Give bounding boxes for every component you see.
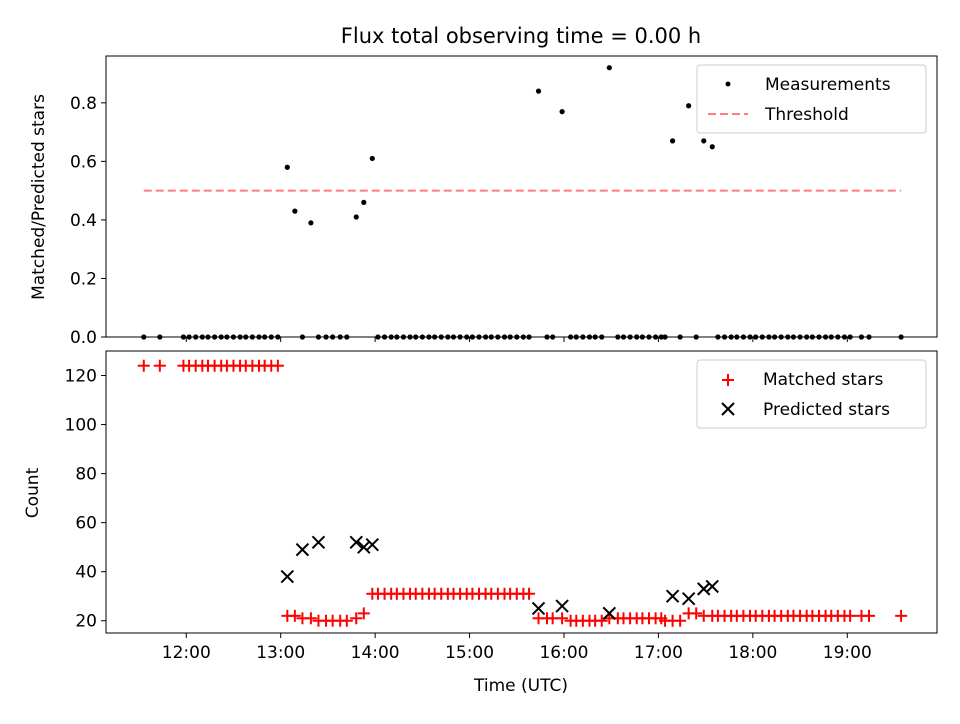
top-title: Flux total observing time = 0.00 h bbox=[341, 24, 701, 48]
y-tick-label: 0.4 bbox=[70, 211, 97, 231]
bottom-x-ticks: 12:00 13:00 14:00 15:00 16:00 17:00 18:00 19:00 bbox=[162, 633, 872, 663]
matched-star-point bbox=[271, 359, 284, 372]
predicted-star-point bbox=[531, 601, 546, 616]
measurement-point bbox=[701, 138, 707, 144]
measurement-point bbox=[292, 208, 298, 214]
legend-measurements-label: Measurements bbox=[765, 75, 891, 95]
bottom-x-axis-label: Time (UTC) bbox=[473, 676, 568, 696]
x-tick-label: 13:00 bbox=[256, 643, 305, 663]
predicted-star-point bbox=[311, 535, 326, 549]
x-tick-label: 19:00 bbox=[823, 643, 872, 663]
measurement-point bbox=[535, 88, 542, 94]
top-panel: Flux total observing time = 0.00 h Match… bbox=[29, 24, 938, 348]
matched-star-point bbox=[895, 609, 908, 622]
predicted-star-point bbox=[697, 582, 711, 596]
top-legend: Measurements Threshold bbox=[696, 64, 927, 134]
matched-star-point bbox=[153, 359, 166, 372]
legend-matched-label: Matched stars bbox=[763, 370, 883, 390]
measurement-point bbox=[284, 164, 290, 170]
x-tick-label: 15:00 bbox=[445, 643, 494, 663]
bottom-panel: Count Time (UTC) 20 40 60 80 100 120 12:00 13:… bbox=[23, 350, 938, 696]
matched-star-point bbox=[523, 587, 536, 600]
legend-measurements-marker bbox=[725, 81, 731, 87]
matched-star-point bbox=[674, 614, 687, 627]
matched-star-point bbox=[863, 609, 876, 622]
y-tick-label: 100 bbox=[65, 416, 97, 436]
bottom-legend-box bbox=[696, 359, 927, 429]
measurement-point bbox=[669, 138, 676, 144]
legend-predicted-marker bbox=[721, 402, 735, 416]
legend-predicted-label: Predicted stars bbox=[763, 400, 890, 420]
y-tick-label: 0.0 bbox=[70, 328, 97, 348]
matched-star-point bbox=[350, 612, 363, 625]
matched-star-point bbox=[595, 614, 608, 627]
predicted-star-point bbox=[665, 589, 680, 603]
predicted-star-point bbox=[365, 538, 380, 552]
predicted-star-point bbox=[295, 542, 310, 557]
y-tick-label: 120 bbox=[65, 367, 97, 387]
matched-star-point bbox=[304, 612, 317, 625]
measurement-point bbox=[686, 103, 692, 109]
matched-star-point bbox=[844, 609, 857, 622]
top-axes-frame bbox=[105, 55, 938, 338]
predicted-star-point bbox=[705, 579, 719, 594]
bottom-plot-area bbox=[137, 359, 908, 627]
matched-star-point bbox=[690, 607, 703, 620]
measurement-point bbox=[308, 220, 314, 226]
x-tick-label: 14:00 bbox=[351, 643, 400, 663]
measurement-point bbox=[709, 144, 715, 150]
predicted-star-point bbox=[555, 599, 569, 613]
top-y-axis-label: Matched/Predicted stars bbox=[29, 94, 49, 300]
matched-star-point bbox=[288, 609, 301, 622]
matched-star-point bbox=[357, 607, 370, 620]
top-y-ticks: 0.0 0.2 0.4 0.6 0.8 bbox=[70, 94, 106, 348]
bottom-y-ticks: 20 40 60 80 100 120 bbox=[65, 367, 106, 632]
bottom-y-axis-label: Count bbox=[23, 467, 43, 518]
y-tick-label: 20 bbox=[75, 612, 97, 632]
matched-star-point bbox=[137, 359, 150, 372]
top-legend-box bbox=[696, 64, 927, 134]
predicted-star-point bbox=[602, 606, 617, 621]
bottom-legend: Matched stars Predicted stars bbox=[696, 359, 927, 429]
x-tick-label: 17:00 bbox=[634, 643, 683, 663]
legend-threshold-label: Threshold bbox=[764, 105, 849, 125]
y-tick-label: 40 bbox=[75, 563, 97, 583]
legend-matched-marker bbox=[722, 374, 734, 386]
x-tick-label: 18:00 bbox=[728, 643, 777, 663]
measurement-point bbox=[559, 109, 565, 115]
measurement-point bbox=[606, 65, 612, 71]
measurement-point bbox=[361, 199, 367, 205]
predicted-star-point bbox=[357, 540, 371, 554]
predicted-star-point bbox=[681, 591, 696, 606]
bottom-axes-frame bbox=[105, 350, 938, 634]
matched-star-point bbox=[556, 612, 569, 625]
matched-star-point bbox=[340, 614, 353, 627]
y-tick-label: 0.6 bbox=[70, 152, 97, 172]
predicted-star-point bbox=[280, 569, 295, 584]
top-x-ticks bbox=[185, 337, 848, 342]
measurement-point bbox=[353, 214, 359, 220]
y-tick-label: 0.2 bbox=[70, 269, 97, 289]
x-tick-label: 12:00 bbox=[162, 643, 211, 663]
x-tick-label: 16:00 bbox=[539, 643, 588, 663]
y-tick-label: 80 bbox=[75, 465, 97, 485]
y-tick-label: 60 bbox=[75, 514, 97, 534]
measurement-point bbox=[369, 155, 375, 162]
predicted-star-point bbox=[349, 535, 363, 549]
y-tick-label: 0.8 bbox=[70, 94, 97, 114]
